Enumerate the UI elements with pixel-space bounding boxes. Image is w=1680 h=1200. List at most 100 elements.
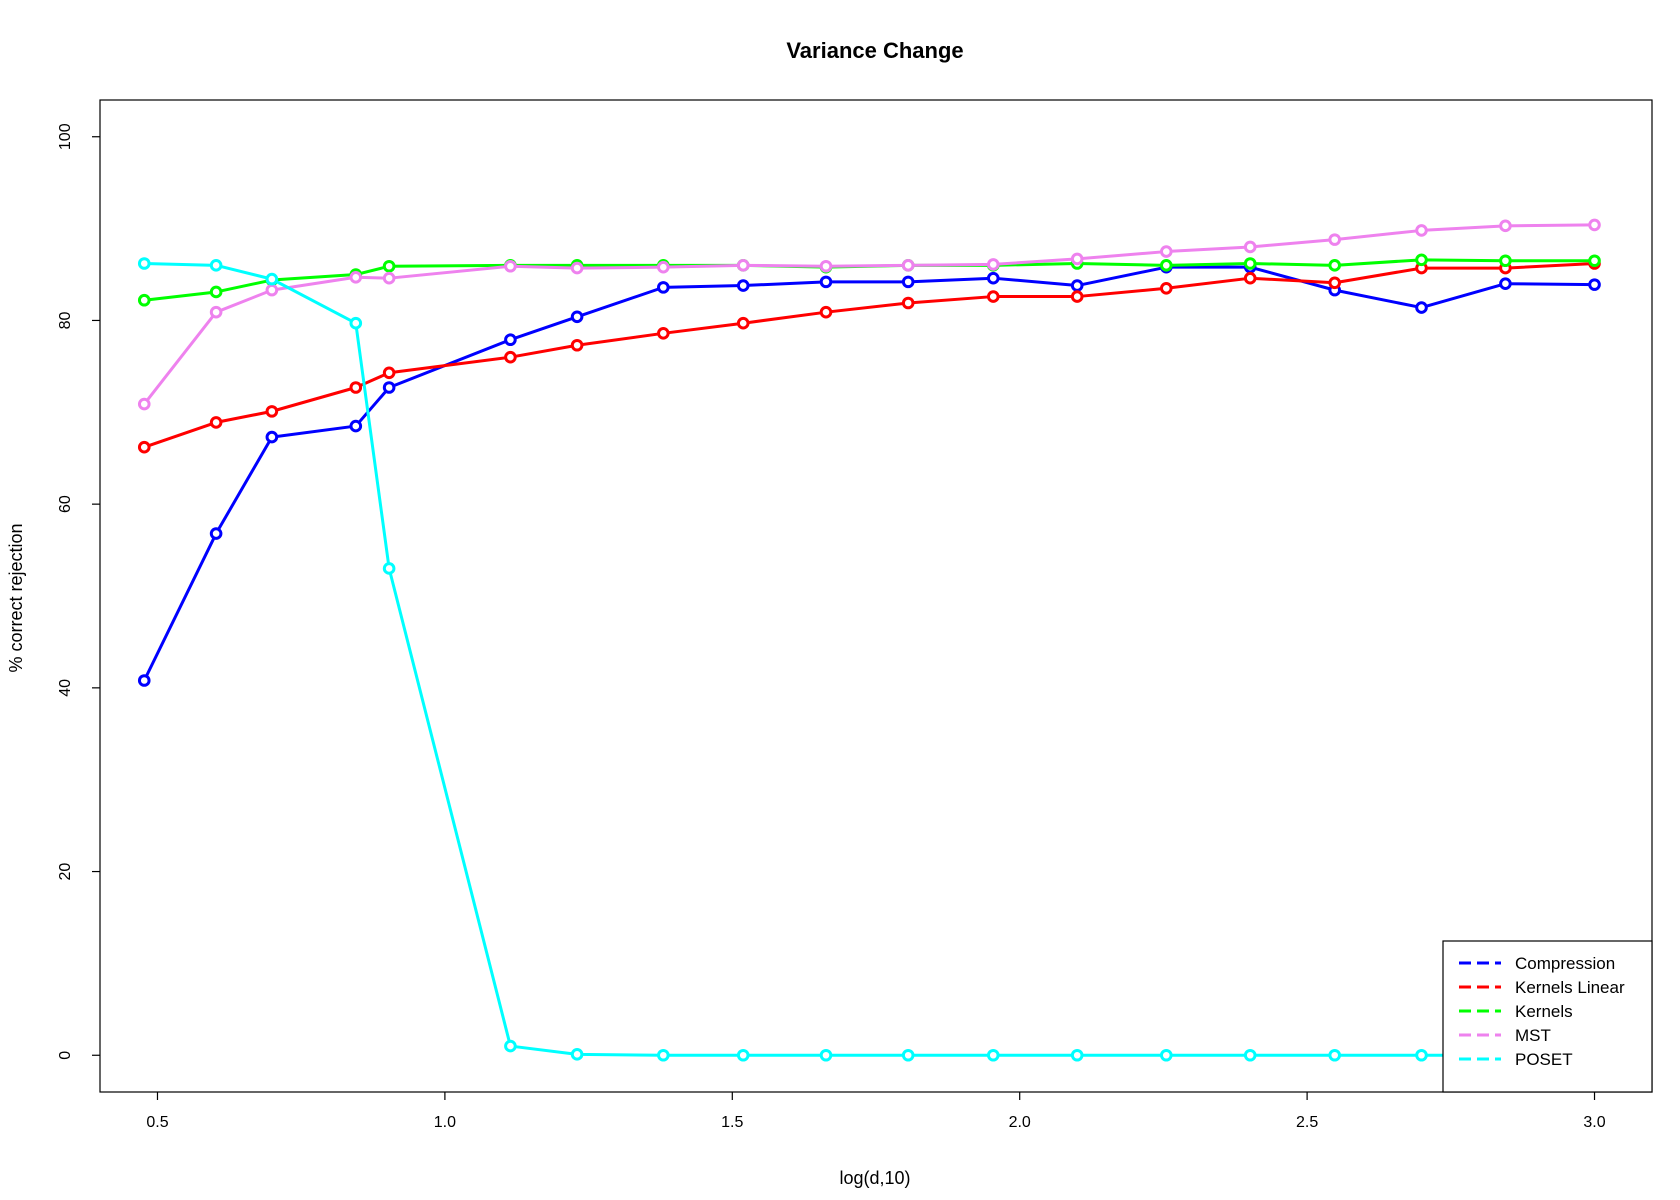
data-point-kernels xyxy=(1499,254,1512,268)
data-point-kernels-linear xyxy=(657,327,670,340)
data-point-kernels xyxy=(1328,259,1342,272)
data-point-kernels xyxy=(382,259,396,273)
y-axis-label: % correct rejection xyxy=(6,523,26,672)
data-point-kernels-linear xyxy=(382,366,396,380)
x-tick-label: 1.0 xyxy=(434,1114,456,1131)
data-point-poset xyxy=(1328,1048,1342,1062)
data-point-kernels xyxy=(1159,259,1173,272)
data-point-mst xyxy=(1159,245,1173,258)
data-point-kernels-linear xyxy=(1328,276,1342,290)
data-point-poset xyxy=(657,1048,670,1062)
plot-area: 0.5 1.0 1.5 2.0 2.5 3.0 0 20 40 60 80 100 Compressio… xyxy=(57,99,1653,1131)
data-point-poset xyxy=(736,1048,750,1062)
data-point-kernels xyxy=(1243,257,1257,270)
data-point-kernels-linear xyxy=(1159,281,1173,295)
data-point-compression xyxy=(1499,277,1512,291)
data-point-kernels-linear xyxy=(1243,271,1257,285)
data-point-compression xyxy=(382,381,396,394)
data-point-compression xyxy=(349,419,363,433)
data-point-poset xyxy=(504,1039,517,1053)
data-point-poset xyxy=(1070,1048,1084,1062)
data-point-kernels xyxy=(1415,253,1428,267)
data-point-kernels-linear xyxy=(209,416,223,429)
data-point-compression xyxy=(1588,278,1601,291)
legend-label-kernels: Kernels xyxy=(1515,1002,1573,1021)
data-point-compression xyxy=(570,310,584,324)
chart-title: Variance Change xyxy=(786,38,963,63)
data-point-compression xyxy=(137,674,151,687)
data-point-mst xyxy=(382,271,396,285)
data-point-poset xyxy=(901,1048,915,1062)
data-point-kernels-linear xyxy=(137,440,151,454)
data-point-compression xyxy=(265,430,279,444)
x-tick-label: 3.0 xyxy=(1583,1114,1605,1131)
data-point-poset xyxy=(382,562,396,575)
series-line-poset xyxy=(144,262,1595,1057)
series-line-compression xyxy=(142,265,1595,682)
data-point-kernels-linear xyxy=(986,290,1000,303)
data-point-mst xyxy=(137,397,151,411)
data-point-compression xyxy=(819,275,833,289)
legend-label-poset: POSET xyxy=(1515,1050,1573,1069)
y-tick-label: 40 xyxy=(57,679,74,697)
data-point-poset xyxy=(349,316,363,330)
data-point-mst xyxy=(349,270,363,284)
plot-border xyxy=(99,99,1653,1093)
data-point-poset xyxy=(1243,1048,1257,1062)
data-point-mst xyxy=(736,259,750,272)
data-point-poset xyxy=(265,272,279,286)
data-point-kernels-linear xyxy=(265,405,279,418)
legend: Compression Kernels Linear Kernels MST POSET xyxy=(1442,940,1653,1093)
data-point-mst xyxy=(819,259,833,273)
data-point-kernels-linear xyxy=(819,305,833,319)
data-point-poset xyxy=(1159,1048,1173,1062)
y-tick-label: 80 xyxy=(57,311,74,329)
data-point-poset xyxy=(137,257,151,270)
data-point-kernels xyxy=(137,293,151,307)
data-point-mst xyxy=(209,305,223,319)
data-point-compression xyxy=(1415,301,1428,314)
data-point-kernels-linear xyxy=(736,316,750,330)
y-tick-label: 20 xyxy=(57,863,74,881)
data-point-kernels-linear xyxy=(349,381,363,394)
data-point-mst xyxy=(901,259,915,272)
data-point-compression xyxy=(1070,279,1084,292)
data-point-poset xyxy=(986,1048,1000,1062)
data-point-mst xyxy=(1328,233,1342,246)
data-point-kernels xyxy=(209,285,223,299)
data-point-compression xyxy=(986,271,1000,285)
data-point-poset xyxy=(819,1048,833,1062)
y-tick-label: 0 xyxy=(57,1051,74,1060)
legend-label-kernels-linear: Kernels Linear xyxy=(1515,978,1625,997)
data-point-mst xyxy=(570,261,584,275)
legend-label-compression: Compression xyxy=(1515,954,1615,973)
data-point-kernels xyxy=(1588,254,1601,268)
legend-label-mst: MST xyxy=(1515,1026,1551,1045)
data-point-kernels-linear xyxy=(504,350,517,364)
data-point-mst xyxy=(1415,224,1428,237)
y-tick-label: 60 xyxy=(57,495,74,513)
data-point-kernels-linear xyxy=(901,296,915,310)
data-point-poset xyxy=(1415,1048,1428,1062)
data-point-kernels-linear xyxy=(570,338,584,352)
data-point-poset xyxy=(209,259,223,272)
x-tick-label: 0.5 xyxy=(146,1114,168,1131)
data-point-compression xyxy=(736,279,750,292)
x-axis-label: log(d,10) xyxy=(839,1168,910,1188)
data-point-mst xyxy=(265,283,279,297)
legend-box xyxy=(1442,940,1653,1093)
data-point-mst xyxy=(1499,219,1512,233)
data-point-mst xyxy=(1588,218,1601,232)
x-tick-label: 2.5 xyxy=(1296,1114,1318,1131)
y-tick-label: 100 xyxy=(57,123,74,150)
data-point-compression xyxy=(657,281,670,294)
x-tick-label: 2.0 xyxy=(1009,1114,1031,1131)
data-point-poset xyxy=(570,1048,584,1061)
data-point-compression xyxy=(504,333,517,347)
data-point-mst xyxy=(504,259,517,273)
data-point-mst xyxy=(986,258,1000,271)
data-point-compression xyxy=(209,527,223,540)
data-point-compression xyxy=(901,275,915,289)
